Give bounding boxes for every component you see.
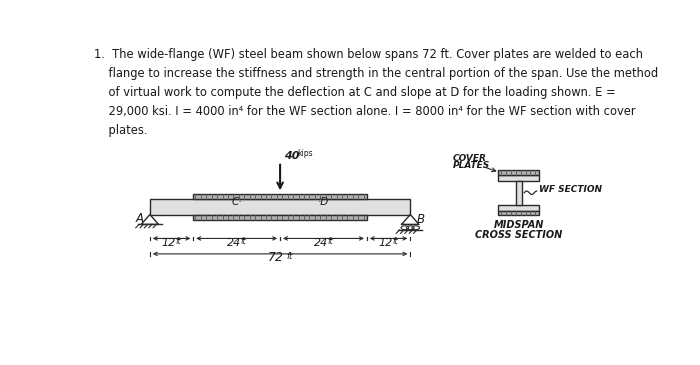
Text: ft: ft — [287, 252, 293, 261]
Bar — [193, 194, 367, 199]
Text: of virtual work to compute the deflection at C and slope at D for the loading sh: of virtual work to compute the deflectio… — [94, 86, 616, 99]
Text: COVER: COVER — [452, 154, 486, 163]
Text: ·D: ·D — [318, 197, 329, 207]
Text: 24: 24 — [314, 238, 328, 248]
Text: MIDSPAN: MIDSPAN — [494, 220, 544, 230]
Bar — [150, 199, 410, 215]
Text: flange to increase the stiffness and strength in the central portion of the span: flange to increase the stiffness and str… — [94, 67, 658, 80]
Text: PLATES: PLATES — [452, 161, 489, 170]
Bar — [498, 211, 539, 215]
Text: WF SECTION: WF SECTION — [539, 185, 602, 194]
Text: kips: kips — [298, 149, 313, 158]
Text: ft: ft — [327, 237, 332, 246]
Text: 29,000 ksi. I = 4000 in⁴ for the WF section alone. I = 8000 in⁴ for the WF secti: 29,000 ksi. I = 4000 in⁴ for the WF sect… — [94, 105, 636, 118]
Text: CROSS SECTION: CROSS SECTION — [475, 230, 562, 239]
Bar — [193, 215, 367, 220]
Text: ft: ft — [175, 237, 181, 246]
Text: B: B — [416, 213, 425, 226]
Bar — [516, 181, 522, 205]
Text: plates.: plates. — [94, 124, 148, 138]
Text: ft: ft — [240, 237, 246, 246]
Bar — [498, 205, 539, 211]
Text: 12: 12 — [379, 238, 393, 248]
Text: 12: 12 — [162, 238, 176, 248]
Text: C·: C· — [232, 197, 242, 207]
Bar — [498, 170, 539, 174]
Text: 72: 72 — [267, 251, 284, 265]
Text: 40: 40 — [284, 151, 300, 161]
Text: ft: ft — [392, 237, 398, 246]
Text: 24: 24 — [227, 238, 241, 248]
Bar — [498, 174, 539, 181]
Text: 1.  The wide-flange (WF) steel beam shown below spans 72 ft. Cover plates are we: 1. The wide-flange (WF) steel beam shown… — [94, 48, 643, 61]
Text: A: A — [136, 212, 144, 224]
